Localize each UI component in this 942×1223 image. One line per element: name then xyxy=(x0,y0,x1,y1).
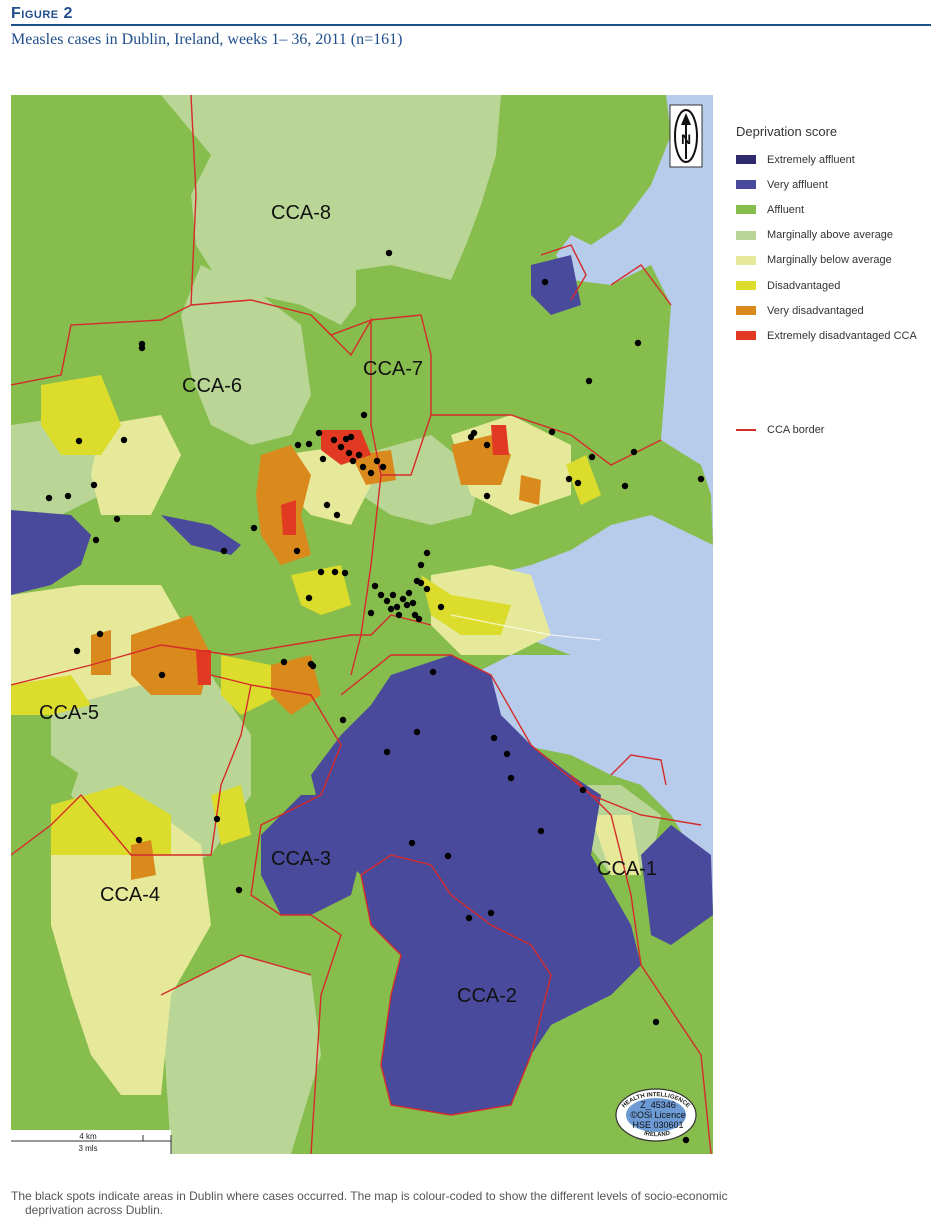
zone-dis-docks xyxy=(421,575,511,635)
legend-item: Disadvantaged xyxy=(736,273,936,298)
legend-item: Very affluent xyxy=(736,172,936,197)
zone-cca2 xyxy=(311,655,641,1115)
map-canvas: CCA-8 CCA-7 CCA-6 CCA-5 CCA-4 CCA-3 CCA-… xyxy=(11,95,713,1154)
figure-title: Measles cases in Dublin, Ireland, weeks … xyxy=(11,31,403,48)
zone-dis-west xyxy=(41,375,121,455)
legend-item: Marginally below average xyxy=(736,248,936,273)
zone-cca3 xyxy=(261,795,361,915)
legend-item: Extremely disadvantaged CCA xyxy=(736,323,936,348)
zone-dis-cca5-west xyxy=(11,675,91,715)
border-line-swatch xyxy=(736,429,756,431)
zone-dis-south xyxy=(211,785,251,845)
map-legend: Deprivation score Extremely affluent Ver… xyxy=(736,124,936,349)
caption-line-2: deprivation across Dublin. xyxy=(25,1203,164,1217)
legend-item: Marginally above average xyxy=(736,223,936,248)
legend-swatch xyxy=(736,331,756,341)
legend-label: Extremely disadvantaged CCA xyxy=(767,329,917,342)
seal-line-3: HSE 030601 xyxy=(632,1120,683,1130)
figure-label: Figure 2 xyxy=(11,5,73,22)
figure-caption: The black spots indicate areas in Dublin… xyxy=(11,1189,931,1217)
zone-dis-centre xyxy=(291,565,351,615)
north-label: N xyxy=(681,131,691,147)
zone-cca1-coast xyxy=(641,825,713,945)
zone-vdis-cca4 xyxy=(131,840,156,880)
legend-swatch xyxy=(736,306,756,316)
zone-cca6 xyxy=(181,265,311,445)
region-label-cca-3: CCA-3 xyxy=(271,848,331,870)
zone-north xyxy=(161,95,501,325)
cca-borders xyxy=(11,95,712,1154)
zone-edis-cca6 xyxy=(281,500,296,535)
dublin-map: CCA-8 CCA-7 CCA-6 CCA-5 CCA-4 CCA-3 CCA-… xyxy=(11,95,713,1154)
legend-label: Very disadvantaged xyxy=(767,304,864,317)
legend-label: Very affluent xyxy=(767,178,828,191)
legend-border-key: CCA border xyxy=(736,424,824,436)
svg-text:IRELAND: IRELAND xyxy=(643,1131,671,1139)
zone-vdis-cca7 xyxy=(351,450,396,485)
zone-dis-cca4 xyxy=(51,785,171,855)
scale-miles-label: 3 mls xyxy=(78,1144,97,1153)
region-label-cca-7: CCA-7 xyxy=(363,358,423,380)
zone-edis-cca5 xyxy=(196,650,211,685)
region-label-cca-5: CCA-5 xyxy=(39,702,99,724)
zone-cca5 xyxy=(51,655,251,855)
legend-item: Very disadvantaged xyxy=(736,298,936,323)
title-rule xyxy=(11,24,931,26)
seal-bottom-text: IRELAND xyxy=(643,1131,671,1139)
zone-very-affluent-west xyxy=(161,515,241,555)
legend-swatch xyxy=(736,255,756,265)
caption-line-1: The black spots indicate areas in Dublin… xyxy=(11,1189,728,1203)
legend-item: Affluent xyxy=(736,197,936,222)
zone-vdis-coast xyxy=(519,475,541,505)
health-intelligence-seal: HEALTH INTELLIGENCE IRELAND Z_45346 ©OSi… xyxy=(615,1088,697,1142)
zone-cca4 xyxy=(51,805,211,1095)
region-label-cca-8: CCA-8 xyxy=(271,202,331,224)
scale-bar: 4 km 3 mls xyxy=(11,1130,172,1154)
legend-swatch xyxy=(736,281,756,291)
border-label: CCA border xyxy=(767,424,825,436)
legend-label: Extremely affluent xyxy=(767,153,855,166)
legend-swatch xyxy=(736,180,756,190)
seal-line-1: Z_45346 xyxy=(640,1100,676,1110)
region-label-cca-6: CCA-6 xyxy=(182,375,242,397)
region-label-cca-1: CCA-1 xyxy=(597,858,657,880)
legend-item: Extremely affluent xyxy=(736,147,936,172)
region-label-cca-2: CCA-2 xyxy=(457,985,517,1007)
legend-swatch xyxy=(736,230,756,240)
seal-line-2: ©OSi Licence xyxy=(630,1110,685,1120)
legend-label: Disadvantaged xyxy=(767,279,841,292)
north-arrow-icon: N xyxy=(669,104,703,168)
legend-swatch xyxy=(736,155,756,165)
coastline xyxy=(450,614,602,641)
region-label-cca-4: CCA-4 xyxy=(100,884,160,906)
legend-label: Affluent xyxy=(767,203,805,216)
zone-south-west xyxy=(161,955,321,1154)
zone-dis-north-east xyxy=(566,455,601,505)
zone-cca1-east xyxy=(591,815,641,875)
zone-very-affluent-north xyxy=(531,255,581,315)
scale-km-label: 4 km xyxy=(79,1132,97,1141)
zone-vdis-cca5 xyxy=(131,615,211,695)
legend-swatch xyxy=(736,205,756,215)
legend-label: Marginally below average xyxy=(767,254,892,267)
case-dots xyxy=(45,249,705,1144)
zone-vdis-centre xyxy=(271,655,321,715)
zone-cca6-west xyxy=(91,415,181,515)
zone-very-affluent-edge xyxy=(11,510,91,595)
region-labels: CCA-8 CCA-7 CCA-6 CCA-5 CCA-4 CCA-3 CCA-… xyxy=(39,202,657,1007)
zone-edis-north-east xyxy=(491,425,509,455)
legend-title: Deprivation score xyxy=(736,124,838,139)
legend-label: Marginally above average xyxy=(767,229,893,242)
